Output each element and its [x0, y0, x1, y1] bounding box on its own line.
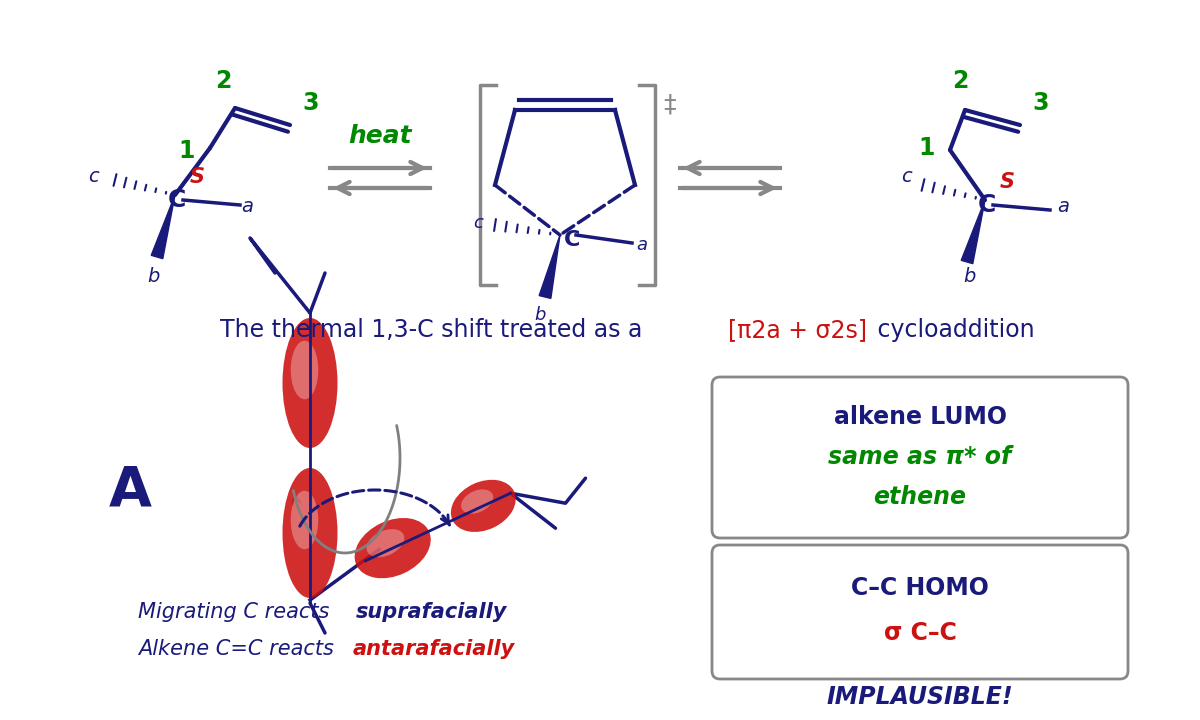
Text: [π2a + σ2s]: [π2a + σ2s] [728, 318, 866, 342]
Text: suprafacially: suprafacially [356, 602, 508, 622]
Text: 2: 2 [952, 69, 968, 93]
FancyBboxPatch shape [712, 545, 1128, 679]
Text: b: b [146, 268, 160, 287]
Ellipse shape [290, 491, 318, 549]
Text: Migrating C reacts: Migrating C reacts [138, 602, 336, 622]
Text: a: a [636, 236, 648, 254]
Polygon shape [961, 200, 985, 264]
Text: ethene: ethene [874, 485, 966, 509]
FancyBboxPatch shape [712, 377, 1128, 538]
Ellipse shape [461, 490, 493, 513]
Ellipse shape [282, 468, 337, 598]
Polygon shape [539, 235, 560, 298]
Text: C: C [564, 230, 580, 250]
Text: alkene LUMO: alkene LUMO [834, 405, 1007, 429]
Text: antarafacially: antarafacially [353, 639, 515, 659]
Text: heat: heat [348, 124, 412, 148]
Text: IMPLAUSIBLE!: IMPLAUSIBLE! [827, 685, 1013, 709]
Text: a: a [241, 197, 253, 217]
Text: cycloaddition: cycloaddition [870, 318, 1034, 342]
Text: A: A [108, 463, 151, 517]
Text: c: c [901, 167, 912, 186]
Text: 1: 1 [178, 139, 194, 163]
Text: C–C HOMO: C–C HOMO [851, 576, 989, 600]
Text: a: a [1057, 197, 1069, 216]
Text: S: S [190, 167, 204, 187]
Text: Alkene C=C reacts: Alkene C=C reacts [138, 639, 341, 659]
Text: C: C [168, 188, 186, 212]
Text: The thermal 1,3-C shift treated as a: The thermal 1,3-C shift treated as a [220, 318, 650, 342]
Text: 1: 1 [918, 136, 935, 160]
Text: b: b [534, 306, 546, 324]
Ellipse shape [282, 318, 337, 448]
Text: same as π* of: same as π* of [828, 445, 1012, 469]
Ellipse shape [355, 518, 431, 578]
Text: S: S [1000, 172, 1014, 192]
Ellipse shape [451, 480, 516, 532]
Text: C: C [978, 193, 996, 217]
Text: 3: 3 [302, 91, 318, 115]
Text: b: b [964, 267, 976, 286]
Text: c: c [88, 168, 98, 186]
Ellipse shape [366, 529, 404, 557]
Text: c: c [473, 214, 482, 232]
Text: ‡: ‡ [662, 93, 676, 117]
Ellipse shape [290, 341, 318, 400]
Polygon shape [151, 195, 175, 258]
Text: σ C–C: σ C–C [883, 621, 956, 645]
Text: 2: 2 [215, 69, 232, 93]
Text: 3: 3 [1032, 91, 1049, 115]
